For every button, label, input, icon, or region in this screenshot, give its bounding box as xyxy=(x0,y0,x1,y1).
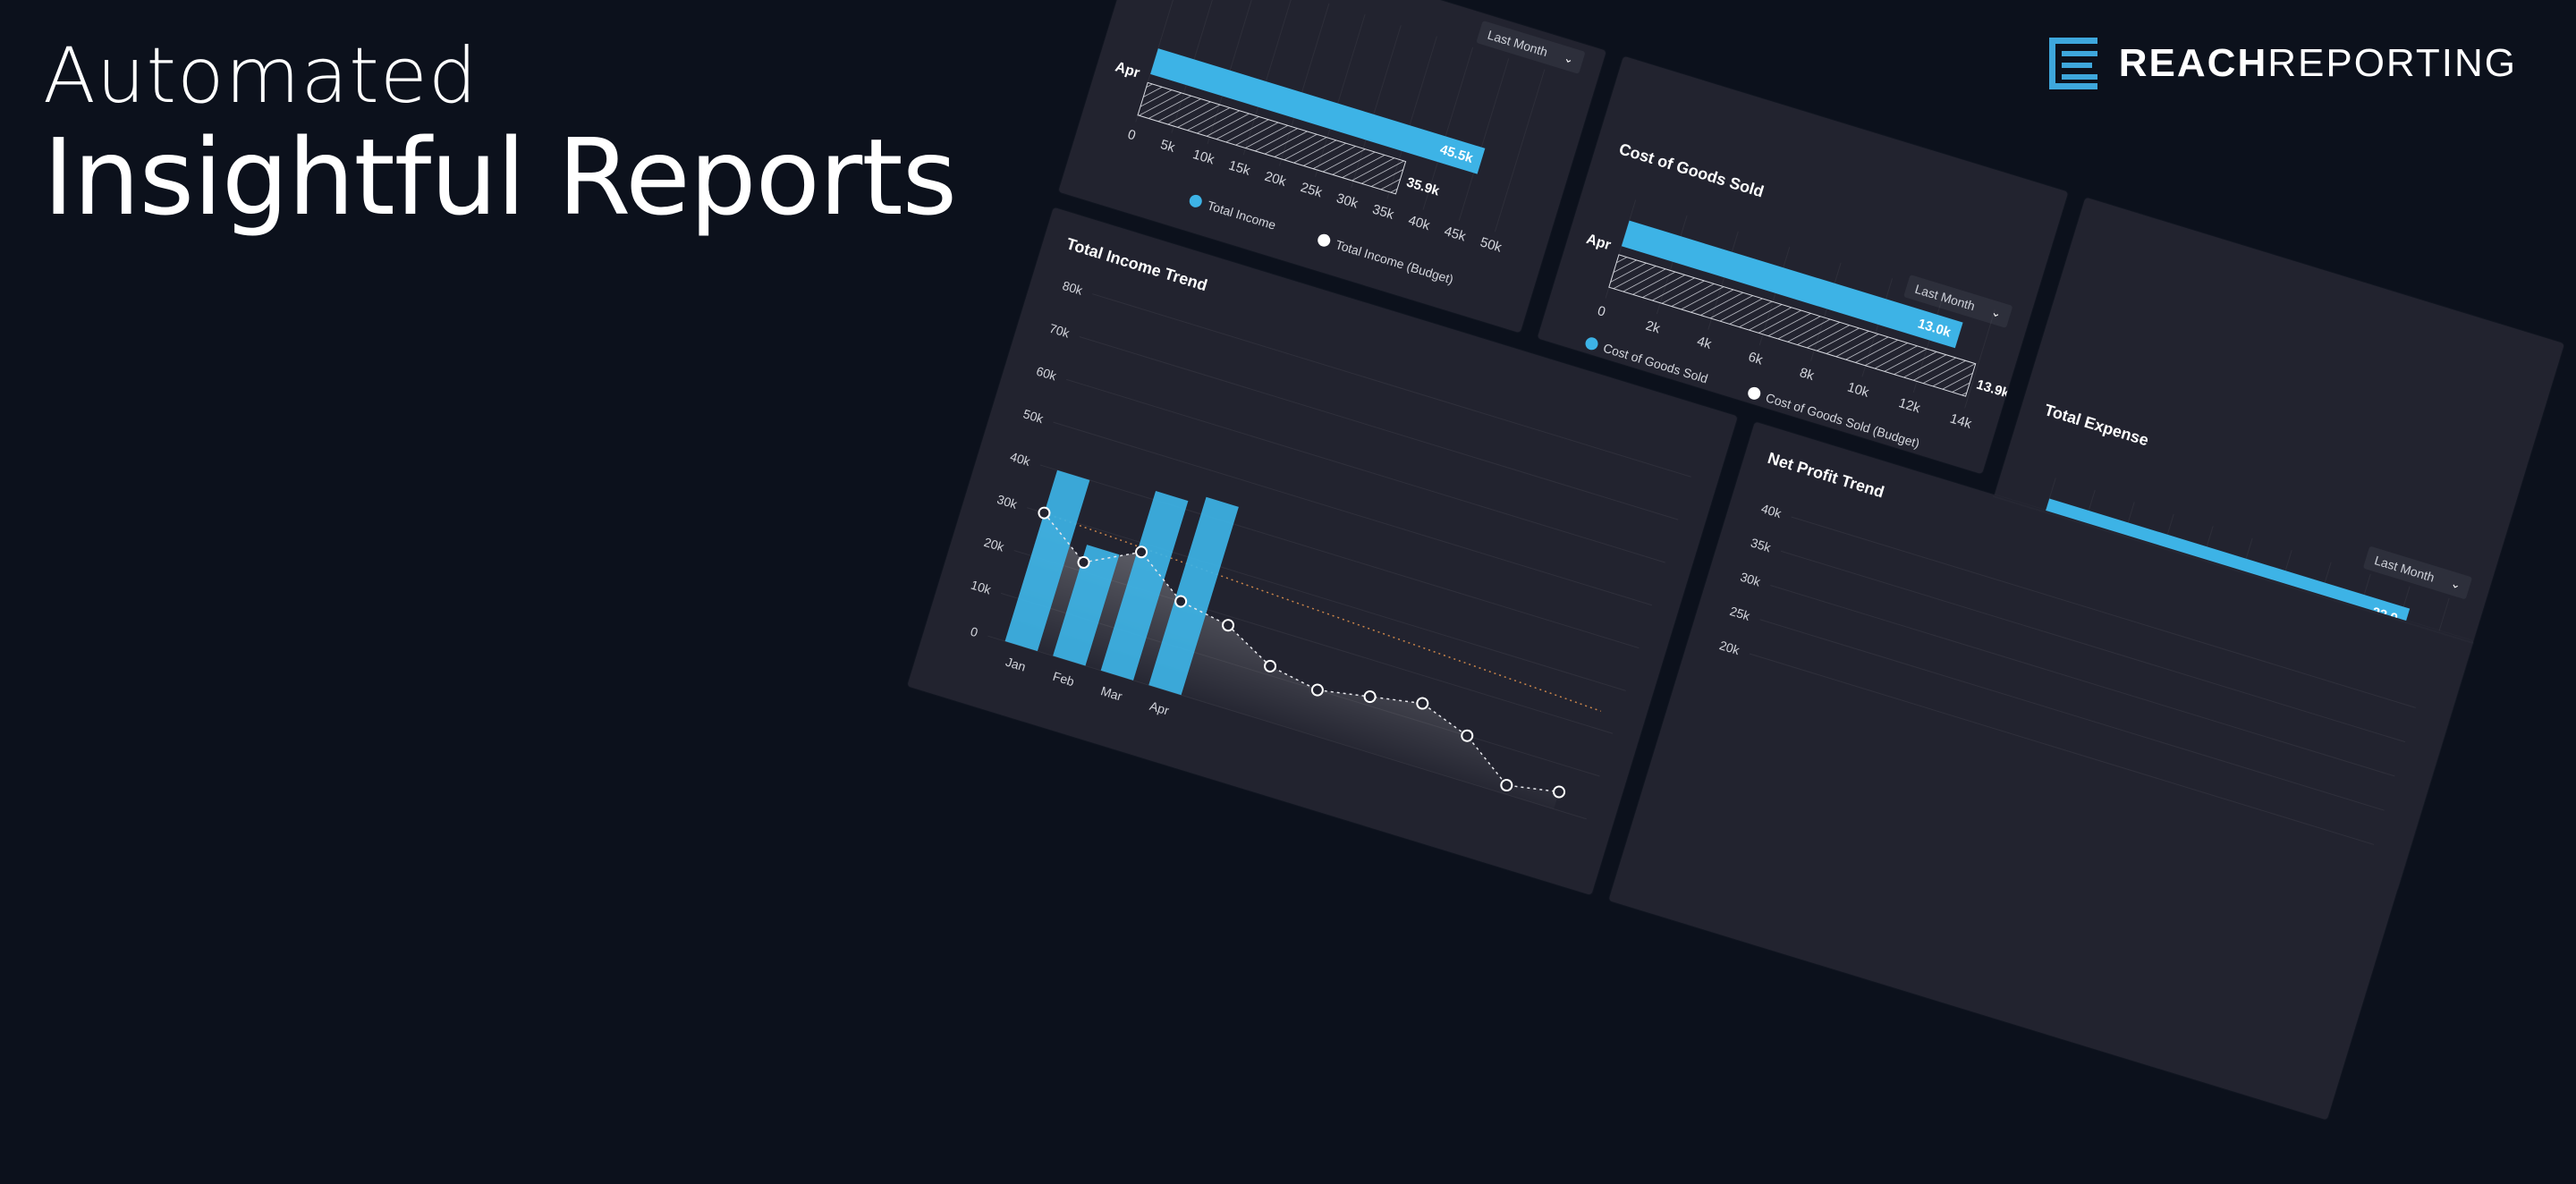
legend-label-budget: Total Income (Budget) xyxy=(1334,237,1455,286)
x-tick-label: Jan xyxy=(1004,655,1027,674)
headline-line1: Automated xyxy=(43,31,479,121)
y-tick-label: 70k xyxy=(1047,321,1072,341)
grid-line xyxy=(1749,653,2375,845)
trend-point xyxy=(1038,506,1051,520)
budget-bar xyxy=(1608,254,1977,397)
x-tick-label: 4k xyxy=(1695,334,1714,352)
budget-value-label: 35.9k xyxy=(1404,174,1441,199)
brand-logo: REACHREPORTING xyxy=(2048,38,2517,89)
income-bar xyxy=(1053,545,1120,666)
y-tick-label: 30k xyxy=(996,492,1020,512)
x-tick-label: 14k xyxy=(1948,411,1974,432)
x-tick-label: Mar xyxy=(1099,683,1124,703)
y-tick-label: 80k xyxy=(1061,278,1085,298)
x-tick-label: 25k xyxy=(1299,180,1325,200)
headline: Automated Insightful Reports xyxy=(43,31,957,239)
dashboard-preview: Last Month ⌄ 0 5k 10k 15k 20k 25k 30k 35k 40k 45k 5… xyxy=(874,0,2576,1184)
legend-marker-actual xyxy=(1585,337,1598,351)
grid-line xyxy=(1770,585,2395,777)
y-tick-label: 10k xyxy=(970,578,994,597)
x-tick-label: 8k xyxy=(1798,365,1817,384)
x-tick-label: 10k xyxy=(1845,379,1871,400)
budget-reference-line xyxy=(1044,512,1602,712)
grid-line xyxy=(1039,464,1640,649)
x-tick-label: 35k xyxy=(1370,202,1396,223)
x-tick-label: 20k xyxy=(1263,169,1289,190)
category-label: Apr xyxy=(1114,59,1141,80)
x-tick-label: 15k xyxy=(1227,157,1253,178)
x-tick-label: 10k xyxy=(1191,147,1216,167)
y-tick-label: 30k xyxy=(1739,570,1763,589)
budget-value-label: 13.9k xyxy=(1975,377,2012,402)
y-tick-label: 40k xyxy=(1009,449,1033,469)
y-tick-label: 20k xyxy=(982,535,1006,554)
y-tick-label: 40k xyxy=(1759,501,1784,520)
grid-line xyxy=(1092,293,1691,478)
legend-label-actual: Total Income xyxy=(1206,198,1278,233)
grid-line xyxy=(1053,421,1653,606)
total-income-card: Last Month ⌄ 0 5k 10k 15k 20k 25k 30k 35k 40k 45k 5… xyxy=(1058,0,1606,334)
x-tick-label: Apr xyxy=(1148,698,1172,718)
x-tick-label: 0 xyxy=(1126,127,1138,144)
y-tick-label: 50k xyxy=(1021,406,1046,426)
grid-line xyxy=(1964,309,1996,409)
x-tick-label: 12k xyxy=(1897,395,1923,416)
grid-line xyxy=(1079,336,1679,520)
x-tick-label: 40k xyxy=(1406,213,1432,233)
income-bar xyxy=(1004,469,1090,652)
logo-text-bold: REACH xyxy=(2118,41,2268,85)
y-tick-label: 35k xyxy=(1750,535,1774,554)
logo-wordmark: REACHREPORTING xyxy=(2119,41,2517,86)
trend-point xyxy=(1222,619,1235,632)
trend-point xyxy=(1077,555,1090,569)
x-tick-label: 6k xyxy=(1747,350,1766,368)
legend-marker-actual xyxy=(1189,194,1202,207)
trend-point xyxy=(1174,595,1188,608)
logo-text-light: REPORTING xyxy=(2267,41,2517,85)
x-tick-label: 2k xyxy=(1644,318,1663,337)
legend-marker-budget xyxy=(1748,386,1761,400)
budget-bar xyxy=(1137,81,1407,195)
x-tick-label: Feb xyxy=(1051,669,1076,689)
x-tick-label: 45k xyxy=(1443,224,1469,244)
x-tick-label: 5k xyxy=(1158,137,1177,156)
income-bar xyxy=(1100,490,1189,681)
actual-bar xyxy=(1150,48,1486,174)
y-tick-label: 25k xyxy=(1728,604,1752,623)
grid-line xyxy=(1458,58,1510,222)
total-income-chart: 05k10k15k20k25k30k35k40k45k50kApr45.5k35… xyxy=(1114,0,1546,287)
y-tick-label: 60k xyxy=(1035,364,1059,384)
logo-icon xyxy=(2048,38,2101,89)
y-tick-label: 20k xyxy=(1717,638,1741,657)
grid-line xyxy=(1494,69,1546,233)
legend-marker-budget xyxy=(1318,233,1331,247)
x-tick-label: 0 xyxy=(1596,303,1607,320)
grid-line xyxy=(1759,619,2385,811)
x-tick-label: 50k xyxy=(1479,234,1504,255)
trend-point xyxy=(1135,545,1148,559)
y-tick-label: 0 xyxy=(969,624,979,640)
headline-line2: Insightful Reports xyxy=(43,115,957,239)
actual-bar xyxy=(1621,220,1963,349)
grid-line xyxy=(1422,47,1474,210)
category-label: Apr xyxy=(1585,232,1613,253)
x-tick-label: 30k xyxy=(1335,190,1360,211)
grid-line xyxy=(1066,378,1665,563)
